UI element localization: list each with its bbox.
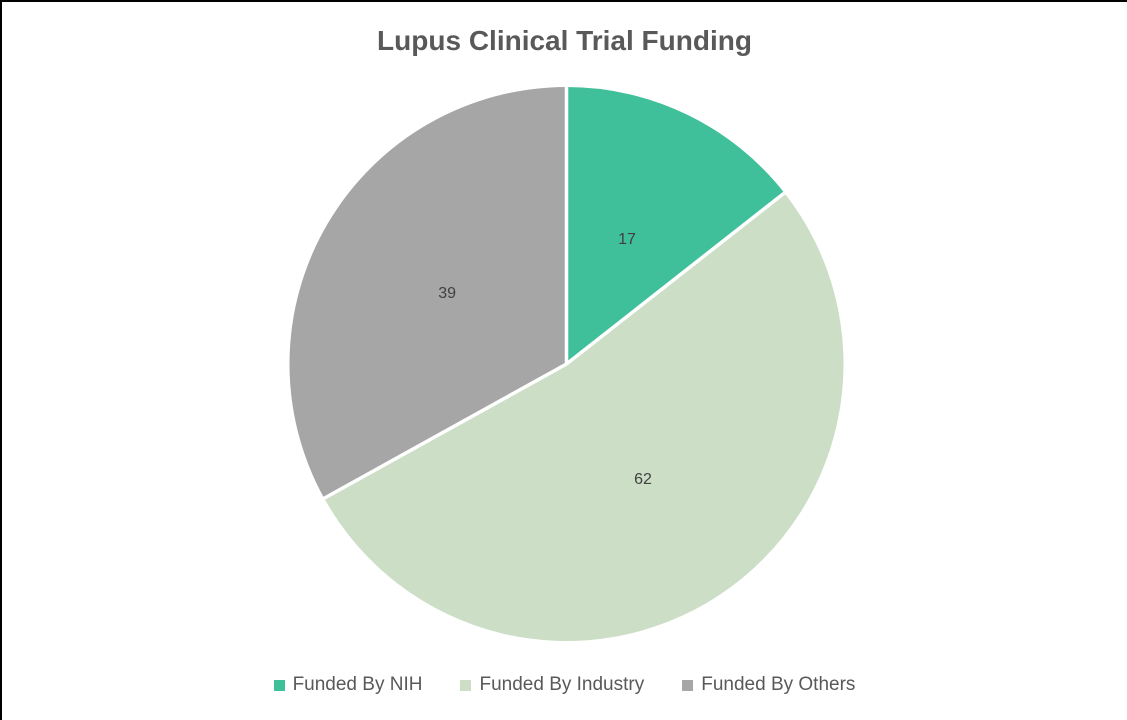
legend-swatch-icon <box>273 679 285 691</box>
legend-label: Funded By Others <box>701 674 856 695</box>
pie-slice-funded-by-nih <box>566 87 785 364</box>
legend-item-funded-by-others: Funded By Others <box>682 674 855 696</box>
legend-label: Funded By Industry <box>479 674 645 695</box>
slice-separator <box>323 362 568 500</box>
pie-data-label: 39 <box>438 285 456 302</box>
chart-title: Lupus Clinical Trial Funding <box>377 25 752 56</box>
pie-data-label: 17 <box>618 231 636 248</box>
legend-label: Funded By NIH <box>292 674 423 695</box>
chart-legend: Funded By NIH Funded By Industry Funded … <box>2 674 1127 696</box>
legend-item-funded-by-nih: Funded By NIH <box>273 674 423 696</box>
slice-separator <box>565 191 786 366</box>
legend-swatch-icon <box>460 679 472 691</box>
pie-slice-funded-by-others <box>289 87 567 499</box>
legend-item-funded-by-industry: Funded By Industry <box>460 674 644 696</box>
legend-swatch-icon <box>682 679 694 691</box>
pie-data-label: 62 <box>634 471 652 488</box>
pie-slice-funded-by-industry <box>324 192 844 642</box>
